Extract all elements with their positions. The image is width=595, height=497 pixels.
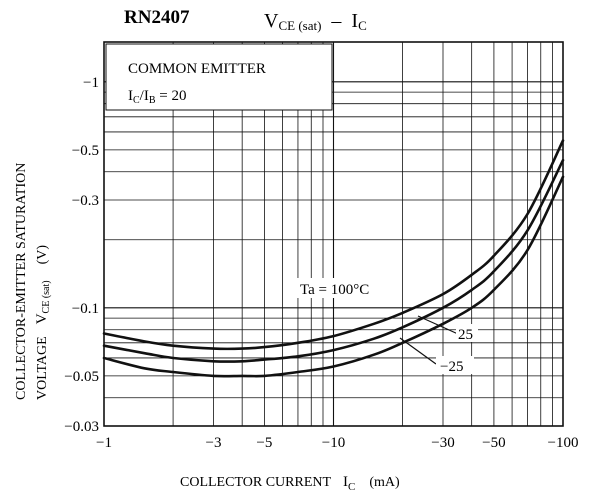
plot-frame [103, 41, 564, 427]
chart-title-i: I [351, 10, 358, 32]
x-tick-label: −30 [431, 435, 454, 451]
series-layer [102, 139, 565, 378]
condition-box: COMMON EMITTER IC/IB = 20 [105, 43, 333, 111]
y-tick-label: −1 [83, 75, 99, 91]
condition-line2: IC/IB = 20 [128, 88, 186, 106]
series-label-bg-25 [456, 324, 478, 342]
y-axis-label-symbol: V [34, 313, 50, 324]
series-label-100c: Ta = 100°C [300, 282, 369, 298]
y-axis-label-symbol-sub: CE (sat) [41, 280, 52, 313]
x-tick-label: −50 [482, 435, 505, 451]
series-line-1 [102, 158, 565, 363]
leader-25 [417, 315, 459, 335]
x-axis-label-symbol: I [343, 474, 348, 490]
series-label-minus25: −25 [440, 359, 463, 375]
part-number: RN2407 [124, 7, 190, 28]
x-axis-label-text: COLLECTOR CURRENT [180, 475, 331, 490]
condition-box-frame [105, 43, 333, 111]
chart-title-v-sub: CE (sat) [278, 18, 321, 33]
y-tick-label: −0.3 [72, 193, 99, 209]
series-labels: Ta = 100°C 25 −25 [296, 278, 478, 375]
x-axis-label-unit: (mA) [369, 475, 400, 490]
series-line-0 [102, 139, 565, 351]
series-label-25: 25 [458, 327, 473, 343]
condition-line1: COMMON EMITTER [128, 61, 266, 77]
tick-labels: −1 −3 −5 −10 −30 −50 −100 −0.03 −0.05 −0.1 −0.3 −0.… [64, 75, 578, 451]
x-axis-label: COLLECTOR CURRENT IC (mA) [180, 474, 400, 493]
x-tick-label: −1 [96, 435, 112, 451]
leader-minus25 [399, 337, 437, 365]
x-tick-label: −100 [548, 435, 579, 451]
series-label-bg-minus25 [436, 356, 474, 374]
condition-ib-sub: B [149, 95, 156, 106]
chart-title-i-sub: C [358, 18, 367, 33]
x-tick-label: −10 [322, 435, 345, 451]
y-axis-label-prefix: VOLTAGE [35, 336, 50, 400]
condition-ib: /I [140, 88, 149, 104]
y-tick-label: −0.05 [64, 369, 99, 385]
y-axis-label-line2: VOLTAGE VCE (sat) (V) [34, 245, 52, 400]
series-line-2 [102, 175, 565, 378]
y-axis-label-line1: COLLECTOR-EMITTER SATURATION [14, 163, 29, 400]
series-label-bg-100 [296, 278, 398, 298]
y-tick-label: −0.1 [72, 301, 99, 317]
chart-title: VCE (sat) – IC [264, 10, 367, 33]
condition-ic-sub: C [133, 95, 140, 106]
condition-ratio: = 20 [156, 88, 187, 104]
chart-title-dash: – [330, 10, 342, 32]
chart-title-v: V [264, 10, 279, 32]
y-axis-label-unit: (V) [35, 245, 50, 265]
condition-ic: I [128, 88, 133, 104]
x-tick-label: −3 [206, 435, 222, 451]
x-axis-label-symbol-sub: C [348, 481, 355, 493]
y-tick-label: −0.03 [64, 419, 99, 435]
y-tick-label: −0.5 [72, 143, 99, 159]
x-tick-label: −5 [256, 435, 272, 451]
